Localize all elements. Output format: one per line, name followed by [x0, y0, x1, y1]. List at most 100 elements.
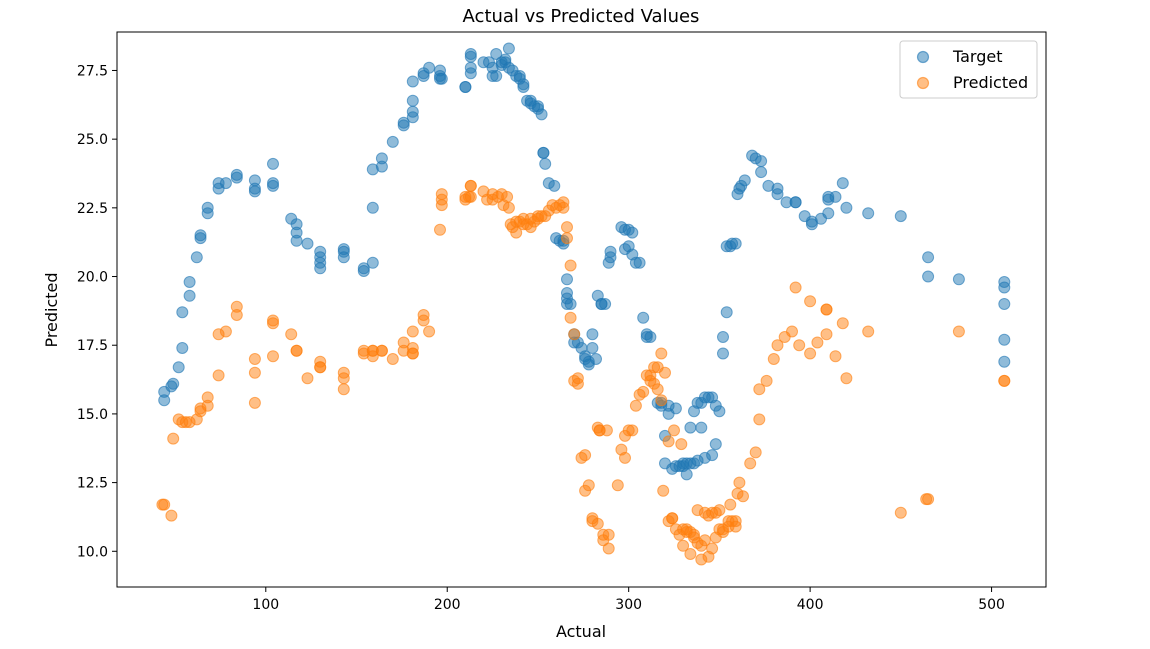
point-predicted-129: [651, 383, 664, 396]
point-predicted-196: [894, 506, 907, 519]
y-tick-label: 27.5: [77, 63, 108, 79]
point-target-46: [397, 116, 410, 129]
x-tick-label: 500: [978, 597, 1005, 613]
point-predicted-30: [314, 361, 327, 374]
point-predicted-198: [922, 493, 935, 506]
point-target-36: [337, 251, 350, 264]
point-predicted-90: [557, 201, 570, 214]
y-tick-label: 10.0: [77, 544, 108, 560]
point-predicted-194: [840, 372, 853, 385]
point-predicted-24: [285, 328, 298, 341]
point-predicted-185: [793, 339, 806, 352]
point-predicted-119: [626, 424, 639, 437]
series-target: [158, 42, 1011, 481]
legend-label-predicted: Predicted: [953, 73, 1028, 92]
point-predicted-114: [611, 479, 624, 492]
point-predicted-146: [684, 548, 697, 560]
point-predicted-134: [662, 435, 675, 448]
point-predicted-93: [564, 259, 577, 272]
point-predicted-120: [629, 399, 642, 412]
point-predicted-26: [290, 344, 303, 357]
point-target-111: [586, 328, 599, 341]
point-predicted-168: [724, 498, 737, 511]
point-target-48: [406, 105, 419, 118]
point-target-23: [267, 177, 279, 190]
point-predicted-38: [366, 350, 379, 363]
point-target-61: [464, 61, 477, 74]
point-target-156: [695, 421, 708, 434]
point-target-199: [922, 270, 935, 283]
point-predicted-60: [464, 179, 477, 192]
point-target-204: [998, 333, 1011, 346]
point-predicted-98: [571, 372, 584, 385]
point-target-198: [922, 251, 935, 264]
point-target-88: [535, 108, 548, 121]
point-target-74: [502, 42, 515, 55]
point-predicted-179: [760, 374, 773, 387]
point-target-69: [490, 48, 503, 60]
point-predicted-112: [602, 528, 615, 541]
point-target-162: [709, 438, 722, 451]
point-predicted-33: [337, 383, 350, 396]
point-predicted-133: [659, 366, 671, 379]
x-tick-label: 200: [434, 597, 461, 613]
point-predicted-54: [435, 188, 448, 201]
point-target-63: [464, 48, 477, 60]
point-target-50: [406, 75, 419, 88]
point-target-200: [952, 273, 965, 286]
point-predicted-47: [406, 325, 419, 338]
point-predicted-59: [464, 190, 477, 203]
point-target-21: [248, 185, 261, 198]
point-target-130: [637, 311, 650, 324]
point-predicted-95: [568, 328, 581, 341]
point-target-196: [862, 207, 875, 220]
x-tick-label: 400: [797, 597, 824, 613]
point-target-150: [684, 421, 697, 434]
point-target-178: [755, 155, 768, 168]
legend-marker-predicted: [916, 76, 930, 90]
point-predicted-186: [804, 347, 817, 360]
point-predicted-40: [375, 344, 388, 357]
point-predicted-20: [248, 396, 261, 409]
point-target-194: [836, 177, 849, 190]
point-target-113: [590, 353, 602, 365]
point-target-44: [386, 135, 399, 148]
point-predicted-21: [267, 350, 279, 363]
point-predicted-178: [753, 383, 766, 396]
point-predicted-69: [502, 201, 515, 214]
point-predicted-19: [248, 366, 261, 379]
plot-frame: [116, 31, 1047, 588]
point-target-49: [406, 94, 419, 107]
point-target-3: [167, 377, 180, 390]
chart-title: Actual vs Predicted Values: [463, 6, 700, 27]
point-target-175: [738, 174, 751, 187]
point-predicted-23: [267, 314, 279, 327]
point-predicted-158: [706, 542, 719, 555]
point-target-160: [706, 449, 719, 462]
point-target-43: [375, 152, 388, 165]
point-target-133: [644, 331, 657, 343]
point-target-185: [789, 196, 802, 209]
point-predicted-111: [600, 424, 613, 437]
point-target-120: [604, 245, 617, 258]
point-target-81: [517, 81, 530, 93]
point-target-193: [829, 190, 842, 203]
point-target-24: [267, 157, 279, 170]
point-predicted-18: [248, 353, 261, 365]
point-predicted-132: [657, 484, 670, 497]
point-target-190: [822, 207, 835, 220]
point-target-164: [713, 405, 726, 418]
point-predicted-41: [386, 353, 399, 365]
point-predicted-175: [744, 457, 757, 470]
point-target-129: [633, 256, 646, 269]
point-target-1: [158, 394, 171, 407]
point-target-40: [366, 201, 379, 214]
point-target-6: [176, 306, 189, 319]
y-tick-label: 20.0: [77, 270, 108, 286]
y-axis-label: Predicted: [42, 272, 61, 347]
ticks-layer: 100 200 300 400 500 10.0 12.5 15.0 17.5 20.0 22.5 2…: [77, 63, 1005, 613]
point-predicted-189: [820, 328, 833, 341]
point-target-18: [230, 168, 243, 181]
point-predicted-102: [582, 479, 595, 492]
point-predicted-27: [301, 372, 314, 385]
